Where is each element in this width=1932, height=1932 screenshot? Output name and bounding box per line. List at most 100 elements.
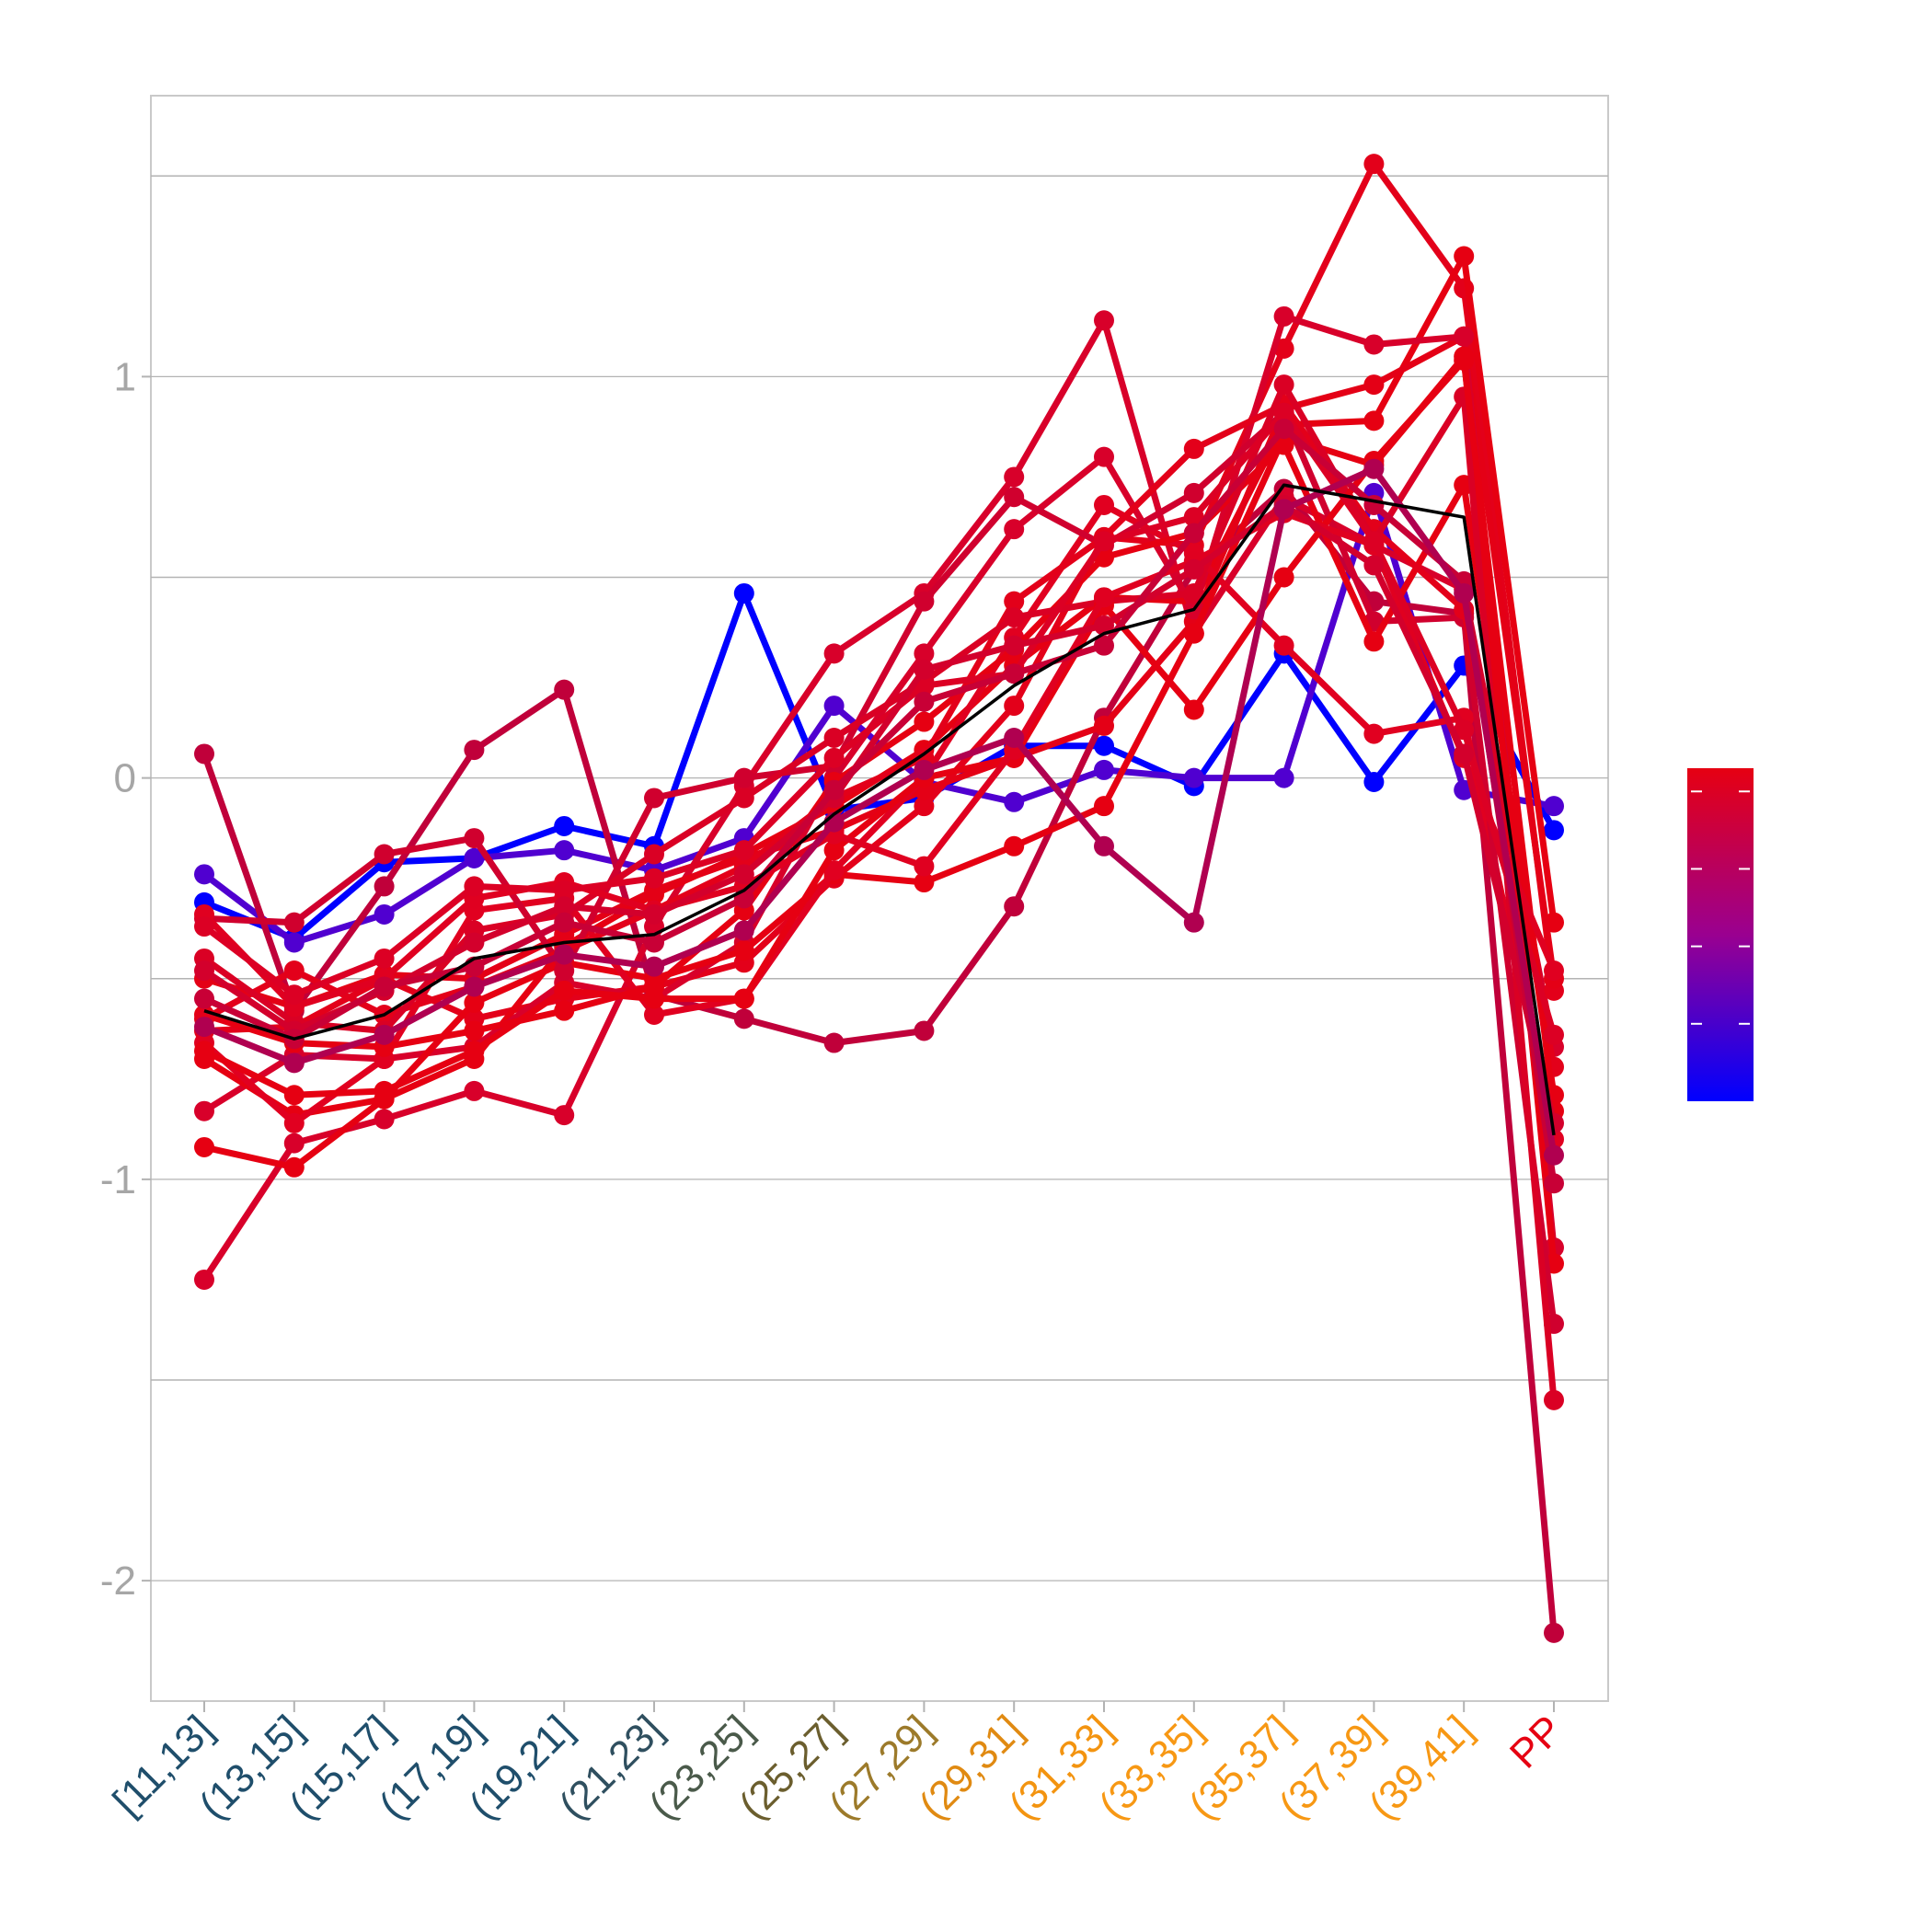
data-point [644, 903, 664, 925]
x-axis-ticks: [11,13](13,15](15,17](17,19](19,21](21,2… [105, 1701, 1571, 1828]
data-point [374, 1024, 395, 1045]
data-point [733, 840, 754, 861]
data-point [1004, 607, 1025, 628]
data-point [464, 876, 485, 897]
data-point [374, 1109, 395, 1130]
series-line [201, 425, 1558, 1187]
series-line [201, 510, 1558, 1010]
data-point [644, 868, 664, 889]
data-point [283, 912, 305, 933]
data-point [733, 767, 754, 788]
data-point [464, 932, 485, 953]
data-point [914, 856, 935, 877]
data-point [733, 788, 754, 809]
data-point [1544, 820, 1564, 841]
mean-line-layer [203, 483, 1556, 1136]
data-point [914, 691, 935, 712]
data-point [283, 960, 305, 982]
data-point [644, 844, 664, 865]
data-point [1094, 635, 1114, 656]
data-point [1183, 523, 1204, 544]
data-point [464, 1080, 485, 1101]
data-point [554, 960, 575, 982]
data-point [1094, 835, 1114, 857]
data-point [464, 847, 485, 868]
data-point [823, 643, 845, 664]
data-point [1544, 1622, 1564, 1643]
data-point [1094, 310, 1114, 331]
data-point [374, 976, 395, 997]
data-point [1004, 896, 1025, 917]
data-point [194, 1041, 214, 1062]
data-point [374, 876, 395, 897]
data-point [1183, 767, 1204, 788]
data-point [194, 988, 214, 1009]
data-point [1004, 791, 1025, 812]
series-line [201, 590, 1558, 942]
data-point [644, 956, 664, 977]
data-point [1363, 154, 1385, 175]
data-point [194, 1100, 214, 1121]
data-point [283, 1156, 305, 1178]
y-axis-ticks: -2 -1 0 1 [100, 354, 151, 1604]
mean-line [203, 483, 1556, 1136]
data-point [1363, 410, 1385, 431]
data-point [283, 1085, 305, 1106]
data-point [1544, 796, 1564, 817]
data-point [1454, 326, 1475, 347]
data-point [1273, 305, 1294, 327]
data-point [1363, 723, 1385, 744]
data-point [283, 1052, 305, 1074]
data-point [1094, 446, 1114, 467]
data-point [554, 815, 575, 836]
data-point [1183, 912, 1204, 933]
data-point [1273, 402, 1294, 423]
data-point [554, 1000, 575, 1021]
data-point [1363, 374, 1385, 396]
data-point [1183, 582, 1204, 604]
data-point [1454, 582, 1475, 604]
data-point [1544, 1144, 1564, 1166]
series-line [201, 353, 1558, 1267]
plot-panel [150, 95, 1609, 1702]
data-point [554, 880, 575, 901]
data-point [1544, 1024, 1564, 1045]
data-point [1094, 759, 1114, 780]
data-point [374, 844, 395, 865]
data-point [733, 1008, 754, 1029]
data-point [823, 747, 845, 768]
data-point [554, 980, 575, 1001]
data-point [914, 796, 935, 817]
series-line [201, 409, 1558, 1039]
colorbar-gradient [1687, 768, 1754, 1101]
data-point [823, 840, 845, 861]
data-point [464, 992, 485, 1013]
data-point [1183, 558, 1204, 580]
data-point [1454, 350, 1475, 371]
data-point [644, 1005, 664, 1026]
data-point [1454, 743, 1475, 765]
data-point [1273, 635, 1294, 656]
data-point [464, 1041, 485, 1062]
data-point [1273, 374, 1294, 396]
data-point [1183, 438, 1204, 459]
series-line [201, 501, 1558, 1127]
x-tick-label: (39,41] [1361, 1707, 1482, 1828]
data-point [1183, 699, 1204, 720]
series-line [201, 466, 1558, 1159]
data-point [914, 759, 935, 780]
data-point [283, 984, 305, 1006]
data-point [1454, 246, 1475, 267]
data-point [1273, 767, 1294, 788]
data-point [1004, 696, 1025, 717]
data-point [1094, 531, 1114, 552]
data-point [1004, 466, 1025, 488]
data-point [733, 582, 754, 604]
data-point [1004, 835, 1025, 857]
data-point [1004, 487, 1025, 508]
data-point [1544, 1173, 1564, 1194]
data-point [644, 932, 664, 953]
data-point [823, 728, 845, 748]
data-point [1094, 587, 1114, 608]
